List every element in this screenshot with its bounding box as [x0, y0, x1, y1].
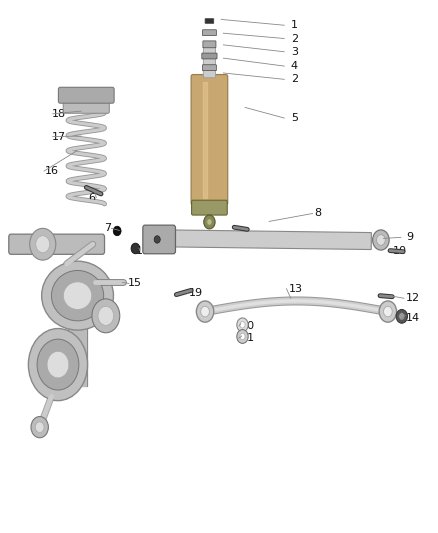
Circle shape	[204, 215, 215, 229]
Circle shape	[113, 226, 121, 236]
Text: 2: 2	[291, 34, 298, 44]
Circle shape	[207, 219, 212, 225]
FancyBboxPatch shape	[202, 30, 216, 36]
FancyBboxPatch shape	[58, 87, 114, 103]
Circle shape	[201, 306, 209, 317]
Text: 19: 19	[188, 288, 203, 298]
Circle shape	[240, 333, 245, 340]
Ellipse shape	[42, 261, 113, 330]
Circle shape	[31, 417, 48, 438]
Ellipse shape	[64, 282, 92, 310]
Text: 9: 9	[406, 232, 413, 243]
Ellipse shape	[51, 270, 104, 321]
Text: 6: 6	[88, 192, 95, 203]
Circle shape	[237, 318, 248, 332]
FancyBboxPatch shape	[202, 53, 217, 59]
Text: 5: 5	[291, 113, 298, 123]
Text: 11: 11	[136, 246, 150, 256]
Circle shape	[35, 422, 44, 432]
Text: 12: 12	[406, 293, 420, 303]
FancyBboxPatch shape	[143, 225, 176, 254]
Circle shape	[373, 230, 389, 250]
Text: 4: 4	[291, 61, 298, 71]
Circle shape	[384, 306, 392, 317]
Text: 3: 3	[291, 47, 298, 56]
FancyBboxPatch shape	[191, 75, 228, 205]
Circle shape	[28, 328, 88, 401]
Circle shape	[240, 321, 245, 328]
FancyBboxPatch shape	[205, 19, 214, 23]
Text: 15: 15	[127, 278, 141, 288]
Circle shape	[196, 301, 214, 322]
Circle shape	[377, 235, 385, 245]
Text: 14: 14	[406, 313, 420, 324]
Text: 18: 18	[51, 109, 66, 119]
Circle shape	[131, 243, 140, 254]
Text: 16: 16	[45, 166, 59, 176]
Circle shape	[37, 339, 79, 390]
FancyBboxPatch shape	[191, 200, 227, 215]
Polygon shape	[169, 230, 371, 249]
Text: 1: 1	[291, 20, 298, 30]
Text: 20: 20	[240, 321, 254, 331]
FancyBboxPatch shape	[9, 234, 105, 254]
Text: 8: 8	[315, 208, 322, 219]
Text: 13: 13	[289, 284, 303, 294]
FancyBboxPatch shape	[63, 101, 110, 114]
Circle shape	[237, 329, 248, 343]
Circle shape	[36, 236, 49, 253]
FancyBboxPatch shape	[202, 64, 216, 70]
Circle shape	[154, 236, 160, 243]
Text: 2: 2	[291, 74, 298, 84]
Text: 10: 10	[393, 246, 407, 256]
Text: 17: 17	[51, 132, 66, 142]
FancyBboxPatch shape	[203, 46, 215, 78]
Circle shape	[30, 228, 56, 260]
Circle shape	[47, 351, 69, 378]
FancyBboxPatch shape	[203, 41, 216, 48]
Text: 21: 21	[240, 333, 254, 343]
Circle shape	[92, 299, 120, 333]
Circle shape	[98, 306, 114, 325]
Circle shape	[379, 301, 396, 322]
Circle shape	[399, 313, 405, 320]
Circle shape	[396, 310, 407, 323]
Text: 7: 7	[104, 223, 111, 233]
